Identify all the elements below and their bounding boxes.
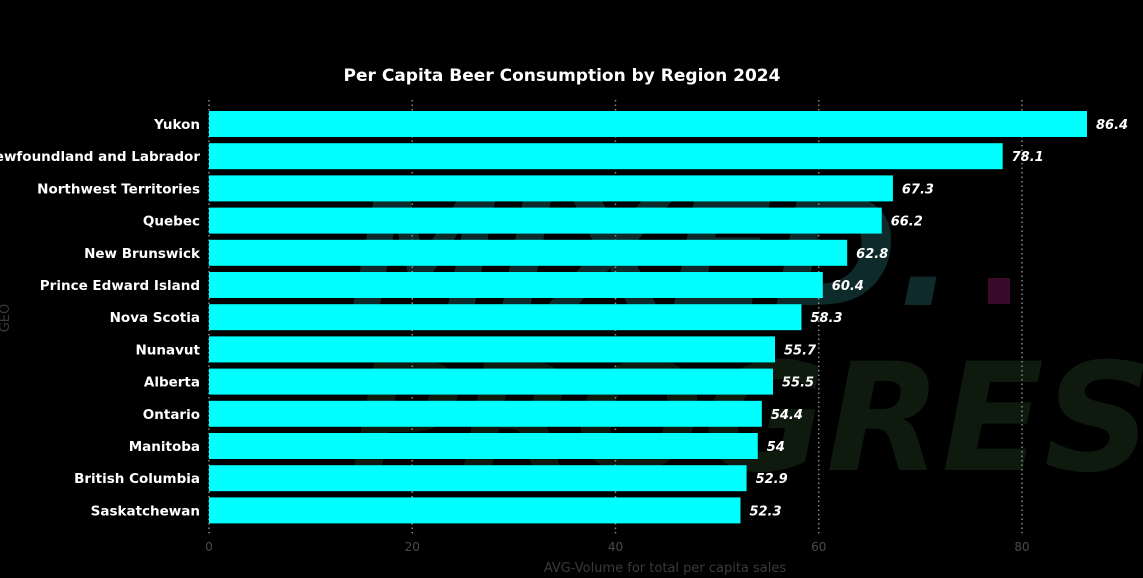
value-label: 86.4: [1096, 118, 1128, 133]
x-tick-label: 0: [205, 540, 213, 554]
bar[interactable]: [209, 368, 773, 395]
x-tick-labels: 0 20 40 60 80: [205, 540, 1029, 554]
value-label: 55.5: [782, 376, 814, 391]
watermark-dot: [988, 278, 1010, 304]
bars: [209, 111, 1087, 524]
value-labels: 86.4 78.1 67.3 66.2 62.8 60.4 58.3 55.7 55.5 54.4…: [749, 118, 1128, 519]
bar[interactable]: [209, 465, 747, 492]
bar[interactable]: [209, 336, 776, 363]
value-label: 58.3: [810, 311, 842, 326]
x-tick-label: 40: [608, 540, 623, 554]
category-label: Prince Edward Island: [40, 278, 200, 294]
category-label: Yukon: [153, 117, 200, 133]
category-label: Manitoba: [129, 439, 200, 455]
category-label: Alberta: [144, 375, 200, 391]
value-label: 52.3: [749, 504, 781, 519]
bar[interactable]: [209, 143, 1003, 170]
value-label: 78.1: [1012, 150, 1044, 165]
category-label: Newfoundland and Labrador: [0, 149, 200, 165]
category-label: Nunavut: [136, 342, 201, 358]
value-label: 54.4: [771, 408, 803, 423]
x-tick-label: 80: [1014, 540, 1029, 554]
category-label: Nova Scotia: [110, 310, 200, 326]
bar[interactable]: [209, 272, 823, 298]
bar[interactable]: [209, 175, 893, 202]
value-label: 52.9: [756, 472, 788, 487]
chart-title: Per Capita Beer Consumption by Region 20…: [344, 66, 781, 86]
bar[interactable]: [209, 497, 741, 524]
bar[interactable]: [209, 433, 758, 459]
category-label: Saskatchewan: [91, 503, 200, 519]
value-label: 60.4: [832, 279, 864, 294]
value-label: 62.8: [856, 247, 888, 262]
category-label: Ontario: [143, 407, 200, 423]
bar[interactable]: [209, 400, 762, 427]
value-label: 66.2: [891, 215, 923, 230]
x-tick-label: 20: [405, 540, 420, 554]
bar[interactable]: [209, 111, 1087, 137]
value-label: 54: [767, 440, 785, 455]
x-tick-label: 60: [811, 540, 826, 554]
category-label: Quebec: [143, 214, 200, 230]
category-label: New Brunswick: [84, 246, 201, 262]
bar[interactable]: [209, 304, 802, 331]
x-axis-label: AVG-Volume for total per capita sales: [544, 561, 787, 576]
category-label: British Columbia: [74, 471, 200, 487]
y-axis-label: GEO: [0, 304, 13, 333]
category-labels: Yukon Newfoundland and Labrador Northwest …: [0, 117, 201, 519]
category-label: Northwest Territories: [37, 181, 200, 197]
value-label: 55.7: [784, 343, 817, 358]
value-label: 67.3: [902, 182, 934, 197]
bar[interactable]: [209, 207, 882, 234]
bar[interactable]: [209, 239, 848, 266]
